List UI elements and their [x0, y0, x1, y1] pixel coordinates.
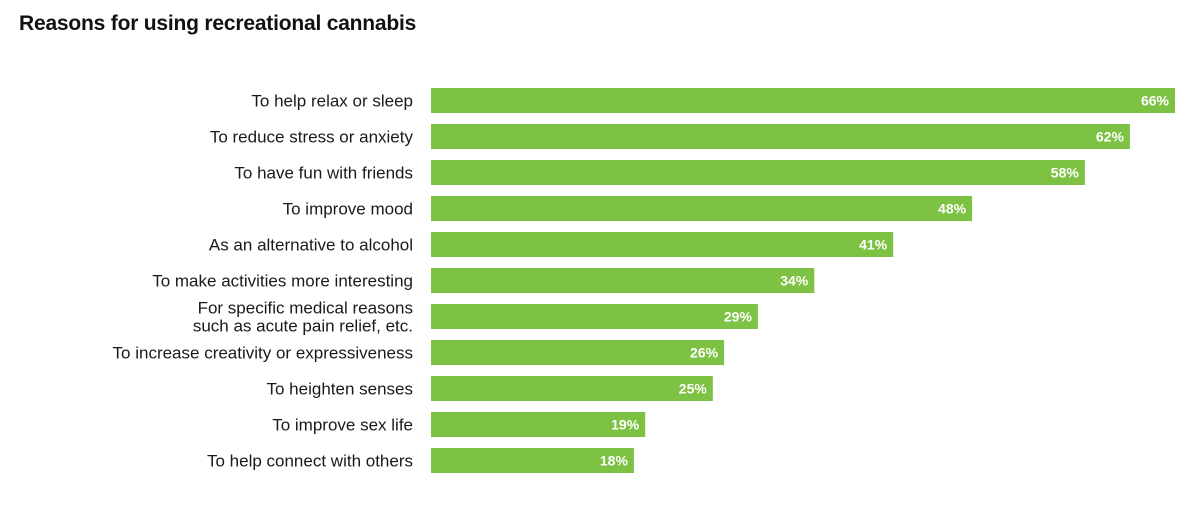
category-label: To increase creativity or expressiveness: [113, 344, 413, 363]
category-label: To reduce stress or anxiety: [210, 128, 414, 147]
bar: [431, 304, 758, 329]
category-label: To have fun with friends: [234, 164, 413, 183]
bar-value-label: 62%: [1096, 129, 1125, 145]
bar: [431, 88, 1175, 113]
bar-value-label: 48%: [938, 201, 967, 217]
bar-value-label: 19%: [611, 417, 640, 433]
bar: [431, 196, 973, 221]
bar-value-label: 29%: [724, 309, 753, 325]
category-label: To make activities more interesting: [152, 272, 413, 291]
bar: [431, 124, 1130, 149]
bar: [431, 232, 894, 257]
category-label: To help connect with others: [207, 452, 413, 471]
bar: [431, 268, 815, 293]
bar-value-label: 58%: [1051, 165, 1080, 181]
bar: [431, 412, 646, 437]
category-label: To heighten senses: [267, 380, 414, 399]
bar: [431, 376, 713, 401]
bar-value-label: 26%: [690, 345, 719, 361]
bars-group: 66% To help relax or sleep 62% To reduce st…: [113, 88, 1175, 473]
bar-value-label: 34%: [780, 273, 809, 289]
category-label: To help relax or sleep: [251, 92, 413, 111]
category-label: To improve mood: [283, 200, 413, 219]
bar: [431, 340, 725, 365]
bar-value-label: 25%: [679, 381, 708, 397]
chart-title: Reasons for using recreational cannabis: [19, 12, 417, 35]
category-label: To improve sex life: [272, 416, 413, 435]
bar-value-label: 41%: [859, 237, 888, 253]
bar: [431, 160, 1085, 185]
bar: [431, 448, 634, 473]
category-label: As an alternative to alcohol: [209, 236, 413, 255]
category-label: For specific medical reasons such as acut…: [193, 299, 413, 336]
bar-value-label: 18%: [600, 453, 629, 469]
bar-value-label: 66%: [1141, 93, 1170, 109]
